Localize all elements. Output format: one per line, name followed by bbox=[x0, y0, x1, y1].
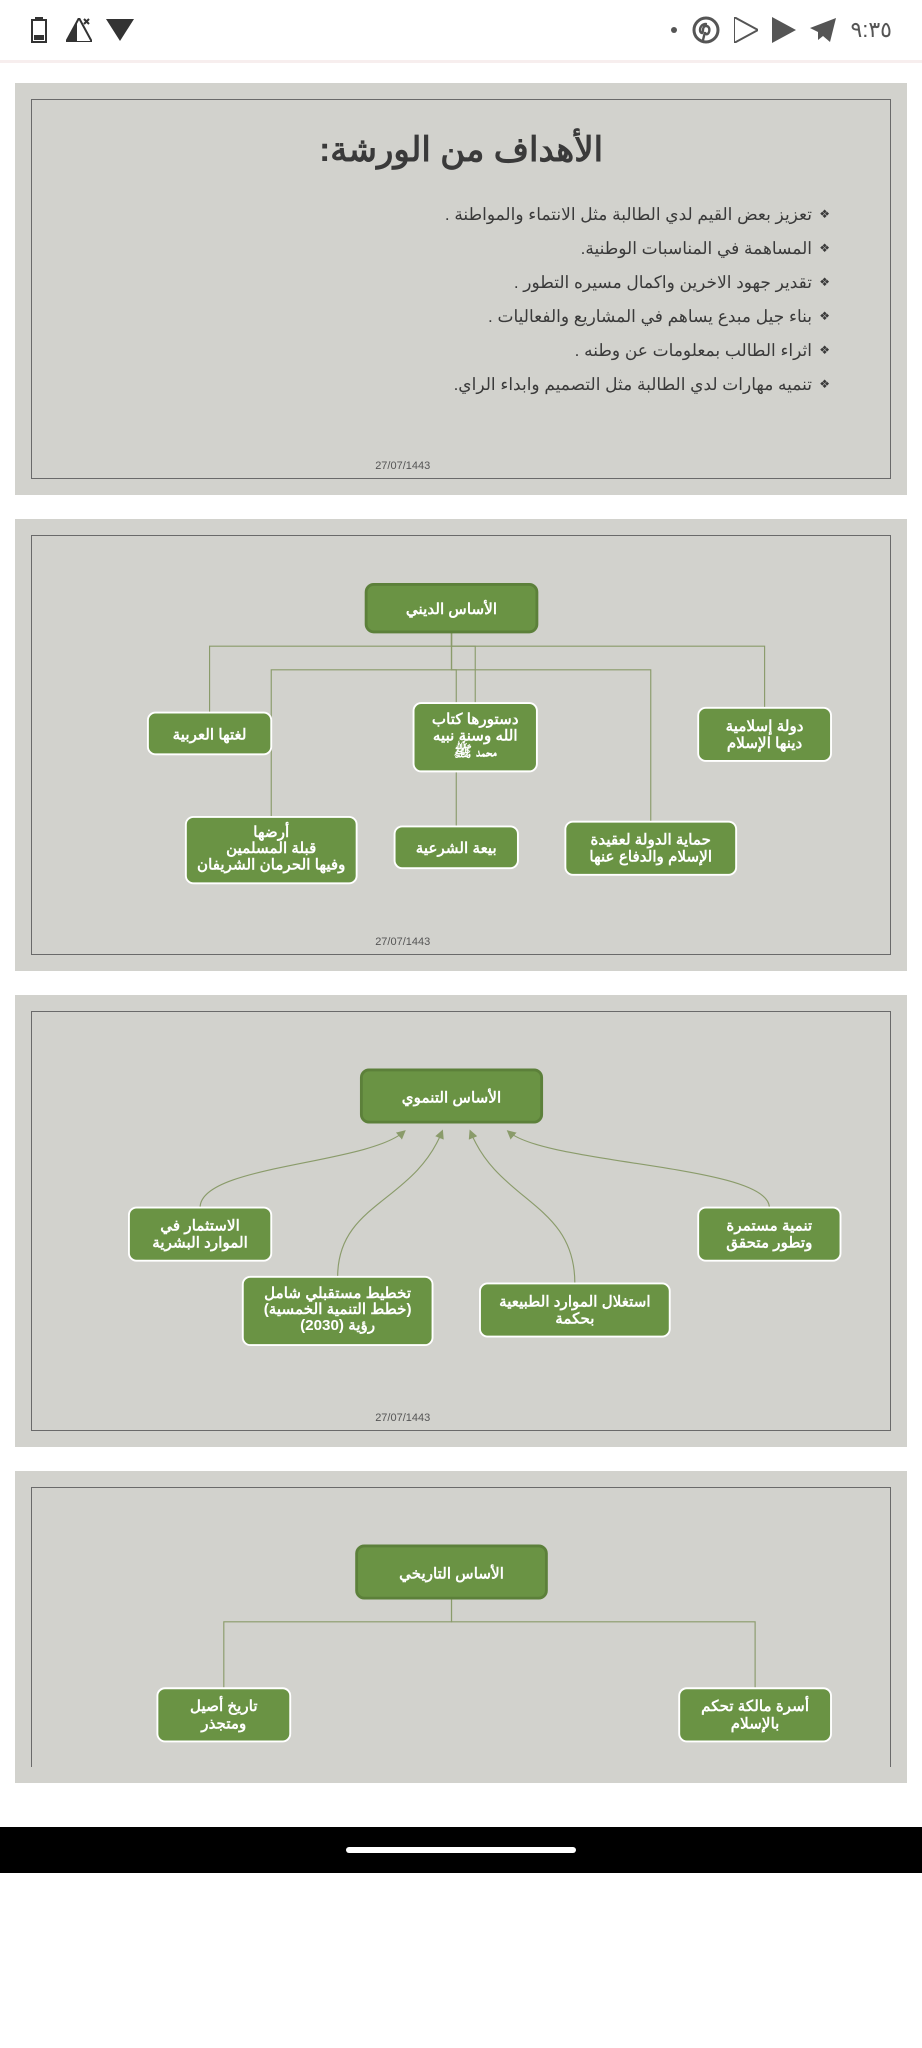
svg-text:تنمية مستمرة: تنمية مستمرة bbox=[726, 1218, 812, 1235]
diagram-node: دولة إسلاميةدينها الإسلام bbox=[698, 708, 831, 761]
diagram-node: استغلال الموارد الطبيعيةبحكمة bbox=[480, 1283, 670, 1336]
signal-icon bbox=[66, 18, 92, 42]
root-node: الأساس التاريخي bbox=[357, 1546, 547, 1598]
slide-religious-basis[interactable]: الأساس الديني دولة إسلاميةدينها الإسلام … bbox=[15, 519, 907, 971]
svg-text:حماية الدولة لعقيدة: حماية الدولة لعقيدة bbox=[590, 832, 711, 849]
slide-goals[interactable]: الأهداف من الورشة: تعزيز بعض القيم لدي ا… bbox=[15, 83, 907, 495]
diagram-node: الاستثمار فيالموارد البشرية bbox=[129, 1208, 271, 1261]
dot-icon bbox=[670, 26, 678, 34]
svg-text:رؤية (2030): رؤية (2030) bbox=[300, 1317, 375, 1334]
svg-text:قبلة المسلمين: قبلة المسلمين bbox=[226, 840, 316, 857]
goal-item: تنميه مهارات لدي الطالبة مثل التصميم واب… bbox=[92, 375, 830, 395]
diagram-node: تخطيط مستقبلي شامل(خطط التنمية الخمسية)ر… bbox=[243, 1277, 433, 1345]
svg-text:الأساس الديني: الأساس الديني bbox=[406, 599, 497, 619]
slide-title: الأهداف من الورشة: bbox=[92, 130, 830, 170]
status-right: ٩:٣٥ bbox=[670, 16, 892, 44]
svg-text:الله وسنة نبيه: الله وسنة نبيه bbox=[433, 727, 518, 744]
goal-item: بناء جيل مبدع يساهم في المشاريع والفعالي… bbox=[92, 307, 830, 327]
svg-text:بالإسلام: بالإسلام bbox=[731, 1715, 780, 1732]
slide-date: 27/07/1443 bbox=[375, 936, 430, 948]
diagram-node: تنمية مستمرةوتطور متحقق bbox=[698, 1208, 840, 1261]
root-node: الأساس التنموي bbox=[361, 1070, 541, 1122]
battery-icon bbox=[30, 17, 52, 43]
status-bar: ٩:٣٥ bbox=[0, 0, 922, 60]
svg-text:(خطط التنمية الخمسية): (خطط التنمية الخمسية) bbox=[264, 1301, 412, 1318]
goal-item: تعزيز بعض القيم لدي الطالبة مثل الانتماء… bbox=[92, 205, 830, 225]
diagram-node: تاريخ أصيلومتجذر bbox=[157, 1688, 290, 1741]
svg-text:تاريخ أصيل: تاريخ أصيل bbox=[190, 1695, 258, 1715]
slide-date: 27/07/1443 bbox=[375, 1412, 430, 1424]
svg-text:أرضها: أرضها bbox=[253, 821, 289, 841]
slide-inner: الأساس التاريخي أسرة مالكة تحكمبالإسلام … bbox=[31, 1487, 891, 1767]
svg-text:دينها الإسلام: دينها الإسلام bbox=[727, 735, 803, 752]
telegram-icon bbox=[810, 18, 836, 42]
goal-item: تقدير جهود الاخرين واكمال مسيره التطور . bbox=[92, 273, 830, 293]
diagram-religious: الأساس الديني دولة إسلاميةدينها الإسلام … bbox=[72, 556, 850, 917]
svg-text:الأساس التنموي: الأساس التنموي bbox=[402, 1087, 501, 1107]
slide-historical-basis[interactable]: الأساس التاريخي أسرة مالكة تحكمبالإسلام … bbox=[15, 1471, 907, 1783]
diagram-node: لغتها العربية bbox=[148, 713, 271, 755]
svg-text:الأساس التاريخي: الأساس التاريخي bbox=[399, 1563, 504, 1583]
slide-date: 27/07/1443 bbox=[375, 460, 430, 472]
goal-item: المساهمة في المناسبات الوطنية. bbox=[92, 239, 830, 259]
diagram-node: دستورها كتابالله وسنة نبيهمحمد ﷺ bbox=[414, 703, 537, 771]
play-icon bbox=[772, 17, 796, 43]
play-icon bbox=[734, 17, 758, 43]
slide-deck[interactable]: الأهداف من الورشة: تعزيز بعض القيم لدي ا… bbox=[0, 63, 922, 1827]
status-left bbox=[30, 17, 134, 43]
slide-inner: الأساس الديني دولة إسلاميةدينها الإسلام … bbox=[31, 535, 891, 955]
diagram-node: أسرة مالكة تحكمبالإسلام bbox=[679, 1688, 831, 1741]
goal-item: اثراء الطالب بمعلومات عن وطنه . bbox=[92, 341, 830, 361]
wifi-icon bbox=[106, 19, 134, 41]
slide-inner: الأساس التنموي تنمية مستمرةوتطور متحقق ا… bbox=[31, 1011, 891, 1431]
svg-text:بحكمة: بحكمة bbox=[555, 1310, 594, 1327]
svg-text:الموارد البشرية: الموارد البشرية bbox=[152, 1235, 248, 1252]
home-handle[interactable] bbox=[346, 1847, 576, 1853]
root-node: الأساس الديني bbox=[366, 584, 537, 631]
diagram-development: الأساس التنموي تنمية مستمرةوتطور متحقق ا… bbox=[72, 1032, 850, 1393]
clock: ٩:٣٥ bbox=[850, 17, 892, 43]
svg-text:أسرة مالكة تحكم: أسرة مالكة تحكم bbox=[701, 1695, 809, 1715]
svg-text:بيعة الشرعية: بيعة الشرعية bbox=[416, 840, 497, 857]
slide-development-basis[interactable]: الأساس التنموي تنمية مستمرةوتطور متحقق ا… bbox=[15, 995, 907, 1447]
svg-text:الاستثمار في: الاستثمار في bbox=[160, 1218, 240, 1236]
svg-text:دستورها كتاب: دستورها كتاب bbox=[432, 711, 519, 728]
svg-text:الإسلام والدفاع عنها: الإسلام والدفاع عنها bbox=[589, 849, 712, 866]
slide-inner: الأهداف من الورشة: تعزيز بعض القيم لدي ا… bbox=[31, 99, 891, 479]
diagram-node: أرضهاقبلة المسلمينوفيها الحرمان الشريفان bbox=[186, 817, 357, 883]
svg-text:ومتجذر: ومتجذر bbox=[200, 1715, 246, 1732]
svg-text:وفيها الحرمان الشريفان: وفيها الحرمان الشريفان bbox=[197, 856, 346, 873]
diagram-node: حماية الدولة لعقيدةالإسلام والدفاع عنها bbox=[565, 822, 736, 875]
svg-text:استغلال الموارد الطبيعية: استغلال الموارد الطبيعية bbox=[499, 1293, 651, 1310]
svg-text:محمد ﷺ: محمد ﷺ bbox=[454, 739, 498, 760]
diagram-node: بيعة الشرعية bbox=[395, 826, 518, 868]
home-indicator-bar bbox=[0, 1827, 922, 1873]
svg-text:لغتها العربية: لغتها العربية bbox=[173, 726, 247, 743]
goals-list: تعزيز بعض القيم لدي الطالبة مثل الانتماء… bbox=[92, 205, 830, 395]
pinterest-icon bbox=[692, 16, 720, 44]
svg-text:وتطور متحقق: وتطور متحقق bbox=[726, 1235, 812, 1252]
diagram-historical: الأساس التاريخي أسرة مالكة تحكمبالإسلام … bbox=[72, 1508, 850, 1755]
svg-text:دولة إسلامية: دولة إسلامية bbox=[726, 718, 804, 735]
